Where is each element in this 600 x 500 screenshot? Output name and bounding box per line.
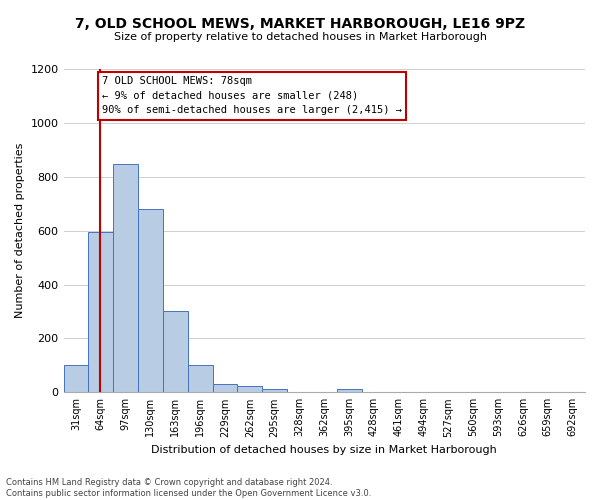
Text: Size of property relative to detached houses in Market Harborough: Size of property relative to detached ho…	[113, 32, 487, 42]
Bar	[113, 164, 138, 392]
Bar	[337, 389, 362, 392]
Bar	[138, 209, 163, 392]
Text: 7 OLD SCHOOL MEWS: 78sqm
← 9% of detached houses are smaller (248)
90% of semi-d: 7 OLD SCHOOL MEWS: 78sqm ← 9% of detache…	[102, 76, 402, 116]
Bar	[64, 366, 88, 392]
Bar	[88, 232, 113, 392]
Bar	[212, 384, 238, 392]
X-axis label: Distribution of detached houses by size in Market Harborough: Distribution of detached houses by size …	[151, 445, 497, 455]
Y-axis label: Number of detached properties: Number of detached properties	[15, 143, 25, 318]
Text: Contains HM Land Registry data © Crown copyright and database right 2024.
Contai: Contains HM Land Registry data © Crown c…	[6, 478, 371, 498]
Bar	[163, 312, 188, 392]
Bar	[238, 386, 262, 392]
Bar	[262, 389, 287, 392]
Bar	[188, 366, 212, 392]
Text: 7, OLD SCHOOL MEWS, MARKET HARBOROUGH, LE16 9PZ: 7, OLD SCHOOL MEWS, MARKET HARBOROUGH, L…	[75, 18, 525, 32]
